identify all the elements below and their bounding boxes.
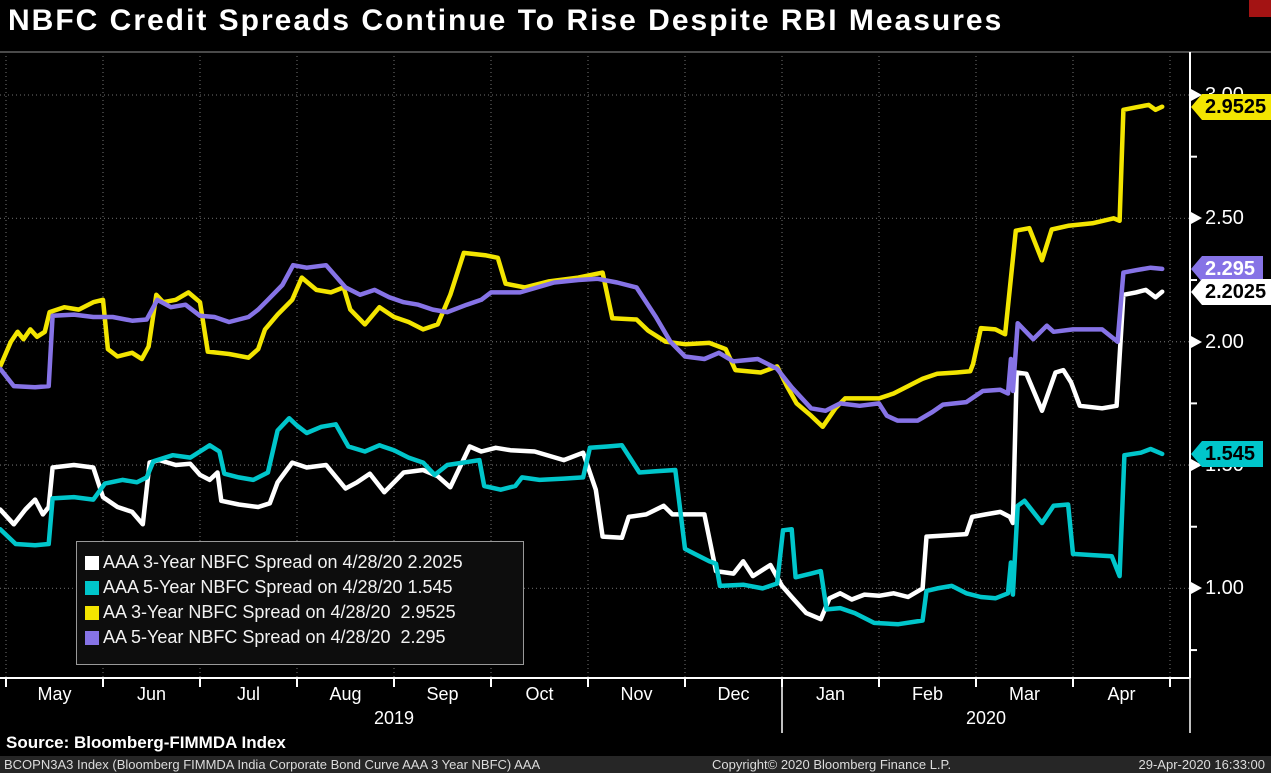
- series-line-aaa-5-year-nbfc-spread: [0, 415, 1165, 627]
- badge-arrow-icon: [1191, 440, 1202, 467]
- x-tick-label-mar: Mar: [1009, 684, 1040, 704]
- y-tick-label: 1.00: [1191, 576, 1244, 600]
- x-tick-label-sep: Sep: [426, 684, 459, 704]
- terminal-corner-mark-icon: [1249, 0, 1271, 17]
- ticker-description: BCOPN3A3 Index (Bloomberg FIMMDA India C…: [4, 757, 541, 772]
- x-tick-label-may: May: [37, 684, 72, 704]
- legend-label: AA 3-Year NBFC Spread on 4/28/20 2.9525: [103, 602, 456, 622]
- tick-arrow-icon: [1191, 335, 1202, 348]
- x-tick-label-nov: Nov: [620, 684, 653, 704]
- axis-value-badge-2.9525: 2.9525: [1191, 93, 1271, 120]
- legend-box: AAA 3-Year NBFC Spread on 4/28/20 2.2025…: [76, 541, 524, 665]
- y-tick-text: 2.50: [1205, 207, 1244, 230]
- x-year-label-2020: 2020: [965, 708, 1007, 728]
- badge-value: 2.9525: [1202, 93, 1271, 120]
- x-tick-label-jul: Jul: [236, 684, 261, 704]
- series-line-aa-3-year-nbfc-spread: [0, 102, 1165, 430]
- chart-title: NBFC Credit Spreads Continue To Rise Des…: [8, 4, 1004, 37]
- badge-value: 2.2025: [1202, 278, 1271, 305]
- x-tick-label-jun: Jun: [136, 684, 167, 704]
- source-label: Source: Bloomberg-FIMMDA Index: [6, 733, 286, 752]
- legend-label: AAA 3-Year NBFC Spread on 4/28/20 2.2025: [103, 552, 463, 572]
- badge-value: 2.295: [1202, 255, 1264, 282]
- tick-arrow-icon: [1191, 212, 1202, 225]
- legend-item: AAA 5-Year NBFC Spread on 4/28/20 1.545: [85, 575, 523, 600]
- legend-item: AA 5-Year NBFC Spread on 4/28/20 2.295: [85, 625, 523, 650]
- legend-item: AAA 3-Year NBFC Spread on 4/28/20 2.2025: [85, 550, 523, 575]
- legend-swatch-icon: [85, 555, 99, 570]
- timestamp-label: 29-Apr-2020 16:33:00: [1138, 757, 1265, 772]
- status-bar: BCOPN3A3 Index (Bloomberg FIMMDA India C…: [0, 756, 1271, 773]
- badge-value: 1.545: [1202, 440, 1264, 467]
- x-tick-label-aug: Aug: [329, 684, 362, 704]
- series-line-aa-5-year-nbfc-spread: [0, 262, 1165, 423]
- x-tick-label-dec: Dec: [717, 684, 750, 704]
- legend-swatch-icon: [85, 605, 99, 620]
- badge-arrow-icon: [1191, 93, 1202, 120]
- x-tick-label-oct: Oct: [525, 684, 554, 704]
- legend-swatch-icon: [85, 630, 99, 645]
- tick-arrow-icon: [1191, 582, 1202, 595]
- legend-swatch-icon: [85, 580, 99, 595]
- legend-label: AA 5-Year NBFC Spread on 4/28/20 2.295: [103, 627, 446, 647]
- x-year-label-2019: 2019: [373, 708, 415, 728]
- legend-item: AA 3-Year NBFC Spread on 4/28/20 2.9525: [85, 600, 523, 625]
- axis-value-badge-2.2025: 2.2025: [1191, 278, 1271, 305]
- y-tick-label: 2.50: [1191, 206, 1244, 230]
- x-tick-label-feb: Feb: [911, 684, 944, 704]
- y-tick-label: 2.00: [1191, 330, 1244, 354]
- x-tick-label-jan: Jan: [815, 684, 846, 704]
- badge-arrow-icon: [1191, 255, 1202, 282]
- copyright-label: Copyright© 2020 Bloomberg Finance L.P.: [712, 757, 952, 772]
- series-line-aaa-3-year-nbfc-spread: [0, 287, 1165, 622]
- x-tick-label-apr: Apr: [1107, 684, 1136, 704]
- axis-value-badge-2.295: 2.295: [1191, 255, 1264, 282]
- axis-value-badge-1.545: 1.545: [1191, 440, 1264, 467]
- legend-label: AAA 5-Year NBFC Spread on 4/28/20 1.545: [103, 577, 453, 597]
- y-tick-text: 1.00: [1205, 577, 1244, 600]
- y-tick-text: 2.00: [1205, 330, 1244, 353]
- badge-arrow-icon: [1191, 278, 1202, 305]
